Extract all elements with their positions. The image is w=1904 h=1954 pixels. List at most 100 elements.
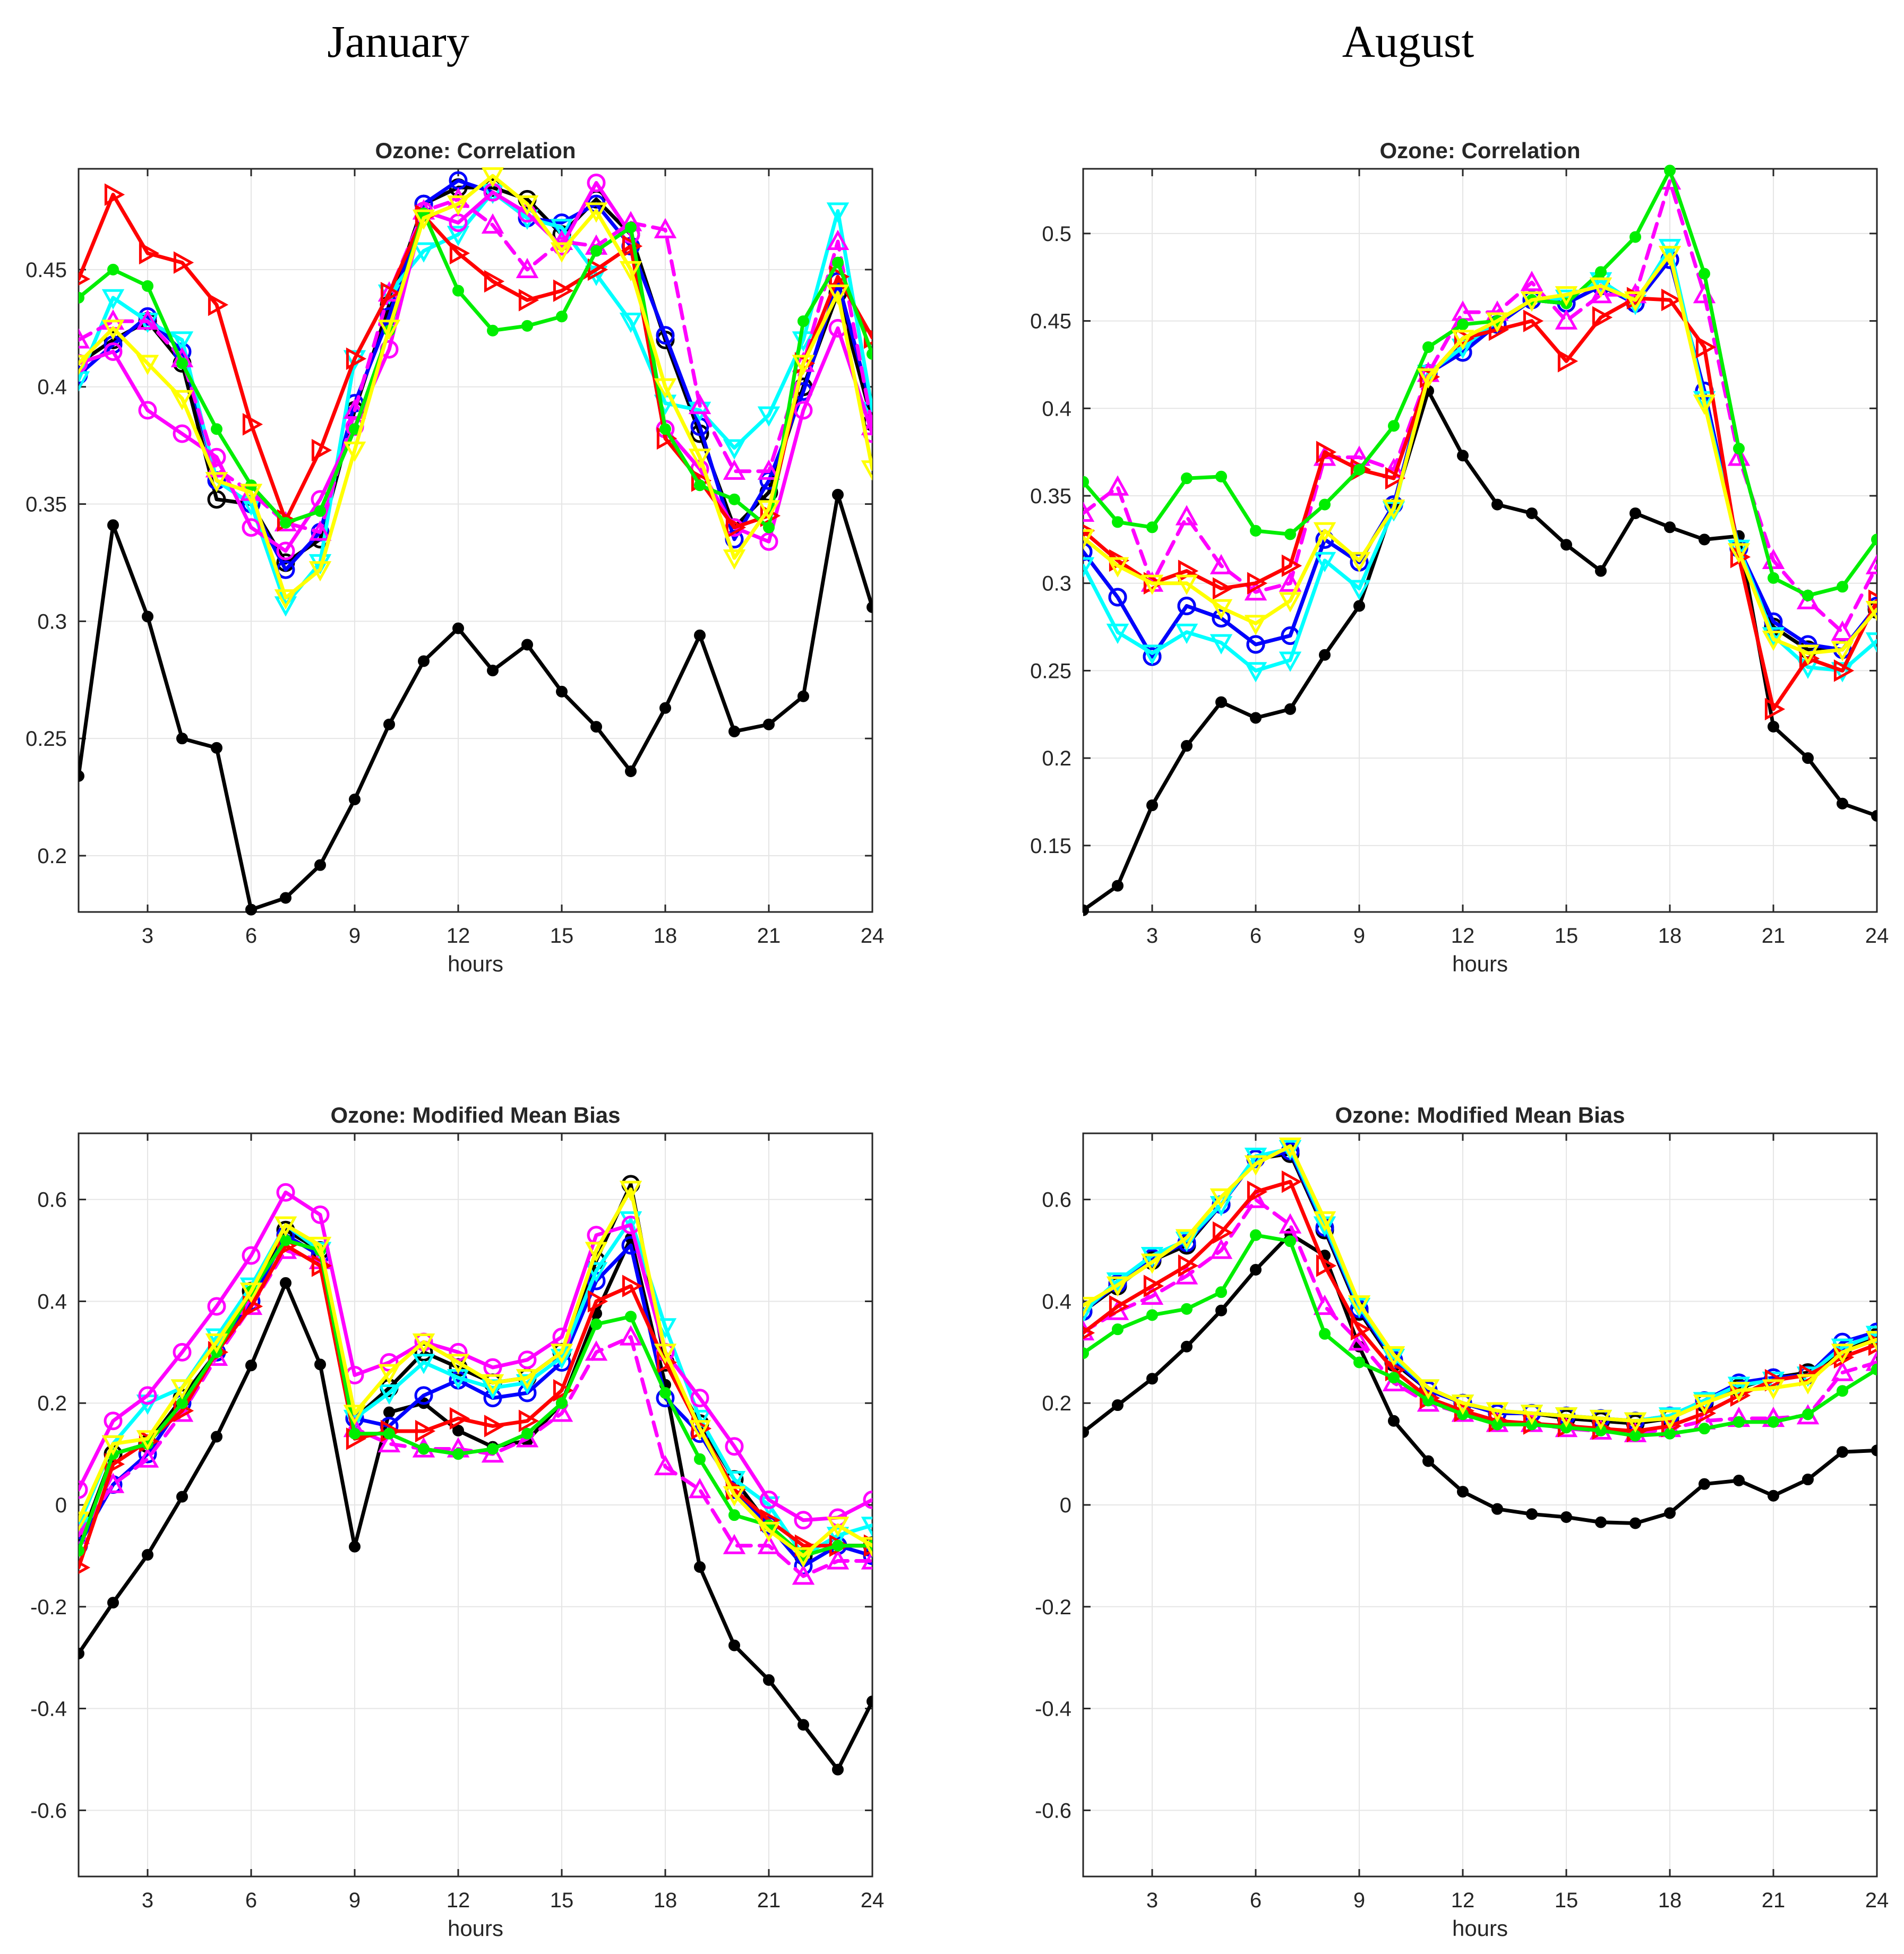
- aug-mmb-point-cyan-triangle-down: [1083, 1303, 1095, 1323]
- aug-corr-point-green-dot: [1181, 472, 1193, 485]
- aug-corr-point-red-triangle-right: [1523, 309, 1544, 332]
- aug-mmb-y-tick-label: 0.4: [1042, 1290, 1071, 1313]
- jan-corr-point-magenta-circle: [794, 401, 813, 420]
- aug-corr-point-green-dot: [1871, 533, 1877, 546]
- aug-mmb-point-black-dot: [1181, 1340, 1193, 1353]
- column-title-august: August: [1342, 16, 1474, 67]
- jan-corr-point-green-dot: [487, 324, 499, 337]
- jan-mmb-point-cyan-triangle-down: [861, 1517, 872, 1537]
- jan-corr-point-magenta-triangle-up-dashed: [481, 213, 504, 234]
- jan-mmb-point-blue-circle: [414, 1386, 433, 1405]
- aug-corr-point-magenta-triangle-up-dashed: [1175, 505, 1198, 526]
- jan-mmb-point-magenta-circle: [79, 1480, 88, 1499]
- aug-mmb-point-green-dot: [1353, 1356, 1365, 1368]
- aug-corr-point-black-dot: [1491, 498, 1503, 511]
- jan-mmb-x-tick-label: 3: [142, 1889, 153, 1912]
- aug-mmb-point-magenta-triangle-up-dashed: [1140, 1284, 1164, 1305]
- aug-corr-series-line-magenta-triangle-up-dashed: [1083, 179, 1877, 634]
- aug-corr-point-cyan-triangle-down: [1175, 623, 1198, 644]
- aug-corr-point-yellow-triangle-down: [1106, 557, 1129, 578]
- jan-corr-point-black-dot: [452, 622, 464, 634]
- aug-mmb-x-tick-label: 15: [1555, 1889, 1579, 1912]
- jan-corr-point-magenta-triangle-up-dashed: [861, 415, 872, 435]
- jan-corr-point-magenta-triangle-up-dashed: [79, 328, 90, 349]
- aug-corr-point-yellow-triangle-down: [1348, 552, 1371, 573]
- jan-mmb-point-yellow-triangle-down: [550, 1344, 573, 1364]
- aug-corr-point-red-triangle-right: [1143, 572, 1164, 595]
- jan-mmb-point-red-triangle-right: [484, 1415, 505, 1437]
- jan-corr-point-magenta-circle: [104, 342, 123, 361]
- jan-mmb-point-yellow-triangle-down: [136, 1430, 159, 1451]
- aug-corr-point-yellow-triangle-down: [1140, 574, 1164, 595]
- aug-corr-point-red-triangle-right: [1316, 441, 1337, 463]
- jan-corr-point-black-dot: [418, 655, 430, 667]
- jan-corr-x-tick-label: 24: [861, 924, 885, 948]
- aug-mmb-point-black-dot: [1422, 1455, 1434, 1467]
- aug-corr-x-tick-label: 9: [1353, 924, 1365, 948]
- aug-mmb-point-yellow-triangle-down: [1658, 1409, 1682, 1431]
- jan-mmb-point-cyan-triangle-down: [826, 1527, 850, 1547]
- aug-mmb-point-yellow-triangle-down: [1382, 1346, 1405, 1367]
- jan-mmb-series-line-green-dot: [79, 1238, 872, 1558]
- aug-mmb-point-green-dot: [1699, 1423, 1710, 1435]
- aug-mmb-point-black-dot: [1871, 1444, 1877, 1457]
- aug-corr-point-yellow-triangle-down: [1083, 529, 1095, 550]
- jan-mmb-x-tick-label: 9: [349, 1889, 361, 1912]
- aug-mmb-point-yellow-triangle-down: [1624, 1412, 1647, 1433]
- jan-corr-point-yellow-triangle-down: [654, 378, 677, 399]
- aug-corr-point-green-dot: [1837, 581, 1848, 593]
- jan-corr-point-cyan-triangle-down: [447, 226, 470, 246]
- jan-mmb-point-yellow-triangle-down: [826, 1517, 850, 1537]
- aug-mmb-point-green-dot: [1871, 1363, 1877, 1375]
- jan-mmb-point-black-dot: [728, 1639, 740, 1651]
- jan-mmb-point-black-dot: [867, 1695, 872, 1708]
- jan-corr-point-black-dot: [487, 665, 499, 677]
- jan-corr-x-tick-label: 15: [550, 924, 574, 948]
- jan-mmb-point-green-dot: [556, 1397, 568, 1409]
- jan-corr-point-black-dot: [694, 629, 706, 641]
- aug-mmb-point-magenta-triangle-up-dashed: [1865, 1350, 1877, 1371]
- aug-corr-point-cyan-triangle-down: [1210, 634, 1233, 655]
- aug-mmb-point-magenta-triangle-up-dashed: [1313, 1294, 1336, 1315]
- jan-corr-point-red-triangle-right: [173, 251, 194, 274]
- aug-mmb-point-black-dot: [1595, 1516, 1607, 1528]
- jan-mmb-series-line-yellow-triangle-down: [79, 1187, 872, 1558]
- aug-mmb-point-yellow-triangle-down: [1589, 1409, 1613, 1431]
- aug-corr-point-yellow-triangle-down: [1831, 641, 1854, 662]
- aug-mmb-grid: [1083, 1133, 1877, 1876]
- aug-mmb-point-green-dot: [1837, 1385, 1848, 1397]
- jan-mmb-series-black-dot: [79, 1232, 872, 1776]
- jan-corr-series-line-magenta-triangle-up-dashed: [79, 197, 872, 534]
- jan-corr-point-yellow-triangle-down: [308, 561, 332, 582]
- aug-corr-point-green-dot: [1319, 498, 1331, 511]
- aug-mmb-point-blue-circle: [1083, 1302, 1093, 1321]
- jan-mmb-point-magenta-circle: [173, 1342, 192, 1362]
- jan-mmb-point-magenta-triangle-up-dashed: [826, 1549, 850, 1570]
- jan-mmb-x-axis-label: hours: [448, 1916, 503, 1941]
- jan-mmb-point-green-dot: [625, 1311, 637, 1323]
- jan-corr-point-green-dot: [556, 311, 568, 323]
- jan-corr-point-cyan-triangle-down: [585, 265, 608, 286]
- jan-corr-point-yellow-triangle-down: [412, 209, 435, 230]
- aug-mmb-point-green-dot: [1768, 1416, 1779, 1428]
- aug-corr-point-black-dot: [1664, 521, 1676, 533]
- jan-corr-point-cyan-triangle-down: [343, 350, 366, 371]
- aug-corr-point-cyan-triangle-down: [1083, 557, 1095, 578]
- aug-mmb-point-green-dot: [1146, 1309, 1158, 1321]
- aug-corr-point-green-dot: [1802, 589, 1814, 601]
- aug-mmb-point-black-dot: [1802, 1474, 1814, 1486]
- jan-mmb-point-magenta-triangle-up-dashed: [101, 1473, 125, 1493]
- jan-mmb-point-black-dot: [280, 1277, 291, 1289]
- jan-corr-point-yellow-triangle-down: [136, 355, 159, 375]
- jan-corr-point-red-triangle-right: [139, 242, 160, 265]
- aug-corr-series-red-triangle-right: [1083, 287, 1877, 721]
- jan-mmb-point-magenta-triangle-up-dashed: [619, 1325, 642, 1346]
- aug-corr-point-red-triangle-right: [1212, 577, 1233, 600]
- aug-corr-x-tick-label: 24: [1865, 924, 1889, 948]
- jan-corr-point-black-dot: [625, 765, 637, 778]
- aug-corr-point-red-triangle-right: [1281, 554, 1302, 578]
- jan-mmb-point-green-dot: [487, 1443, 499, 1455]
- jan-mmb-point-yellow-triangle-down: [447, 1354, 470, 1374]
- jan-corr-point-yellow-triangle-down: [550, 242, 573, 263]
- aug-corr-title: Ozone: Correlation: [1379, 138, 1580, 163]
